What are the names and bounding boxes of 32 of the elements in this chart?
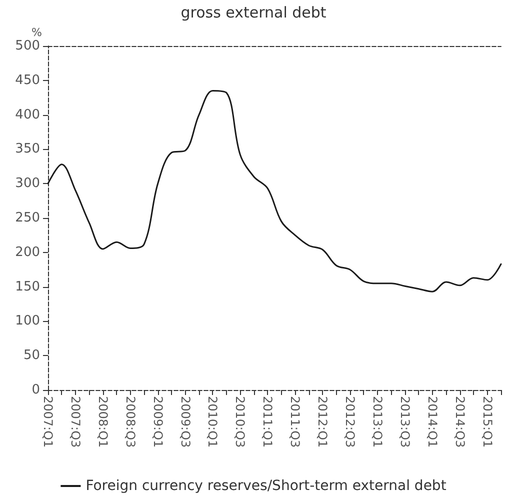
y-axis-title: % — [32, 26, 42, 39]
x-tick-label: 2011:Q3 — [288, 396, 302, 448]
x-tick-label: 2012:Q1 — [316, 396, 330, 448]
y-tick-label: 250 — [15, 210, 40, 226]
x-tick-label: 2014:Q3 — [452, 396, 467, 448]
legend-label: Foreign currency reserves/Short-term external debt — [86, 478, 447, 494]
y-tick-label: 50 — [23, 348, 40, 364]
y-tick-label: 400 — [15, 107, 40, 122]
x-tick-label: 2008:Q1 — [96, 396, 110, 448]
x-tick-label: 2008:Q3 — [123, 396, 138, 448]
x-tick-label: 2009:Q1 — [150, 396, 165, 448]
y-tick-label: 150 — [15, 279, 40, 294]
x-tick-label: 2011:Q1 — [260, 396, 275, 448]
y-tick-label: 300 — [15, 176, 40, 192]
y-tick-label: 100 — [15, 314, 40, 329]
x-tick-label: 2014:Q1 — [425, 396, 440, 448]
x-tick-label: 2009:Q3 — [178, 396, 192, 448]
y-tick-label: 500 — [15, 38, 40, 54]
y-tick-label: 450 — [15, 72, 40, 88]
x-tick-label: 2015:Q1 — [480, 396, 494, 448]
x-tick-label: 2007:Q1 — [41, 396, 55, 448]
chart-title: gross external debt — [180, 4, 326, 22]
x-tick-label: 2007:Q3 — [68, 396, 82, 448]
x-tick-label: 2010:Q3 — [233, 396, 248, 448]
line-series — [47, 90, 502, 292]
x-tick-label: 2013:Q1 — [370, 396, 384, 448]
x-tick-label: 2012:Q3 — [343, 396, 357, 448]
x-tick-label: 2013:Q3 — [398, 396, 412, 448]
y-tick-label: 200 — [15, 244, 40, 260]
x-tick-label: 2010:Q1 — [206, 396, 220, 448]
y-tick-label: 350 — [15, 142, 40, 157]
y-tick-label: 0 — [32, 382, 40, 398]
